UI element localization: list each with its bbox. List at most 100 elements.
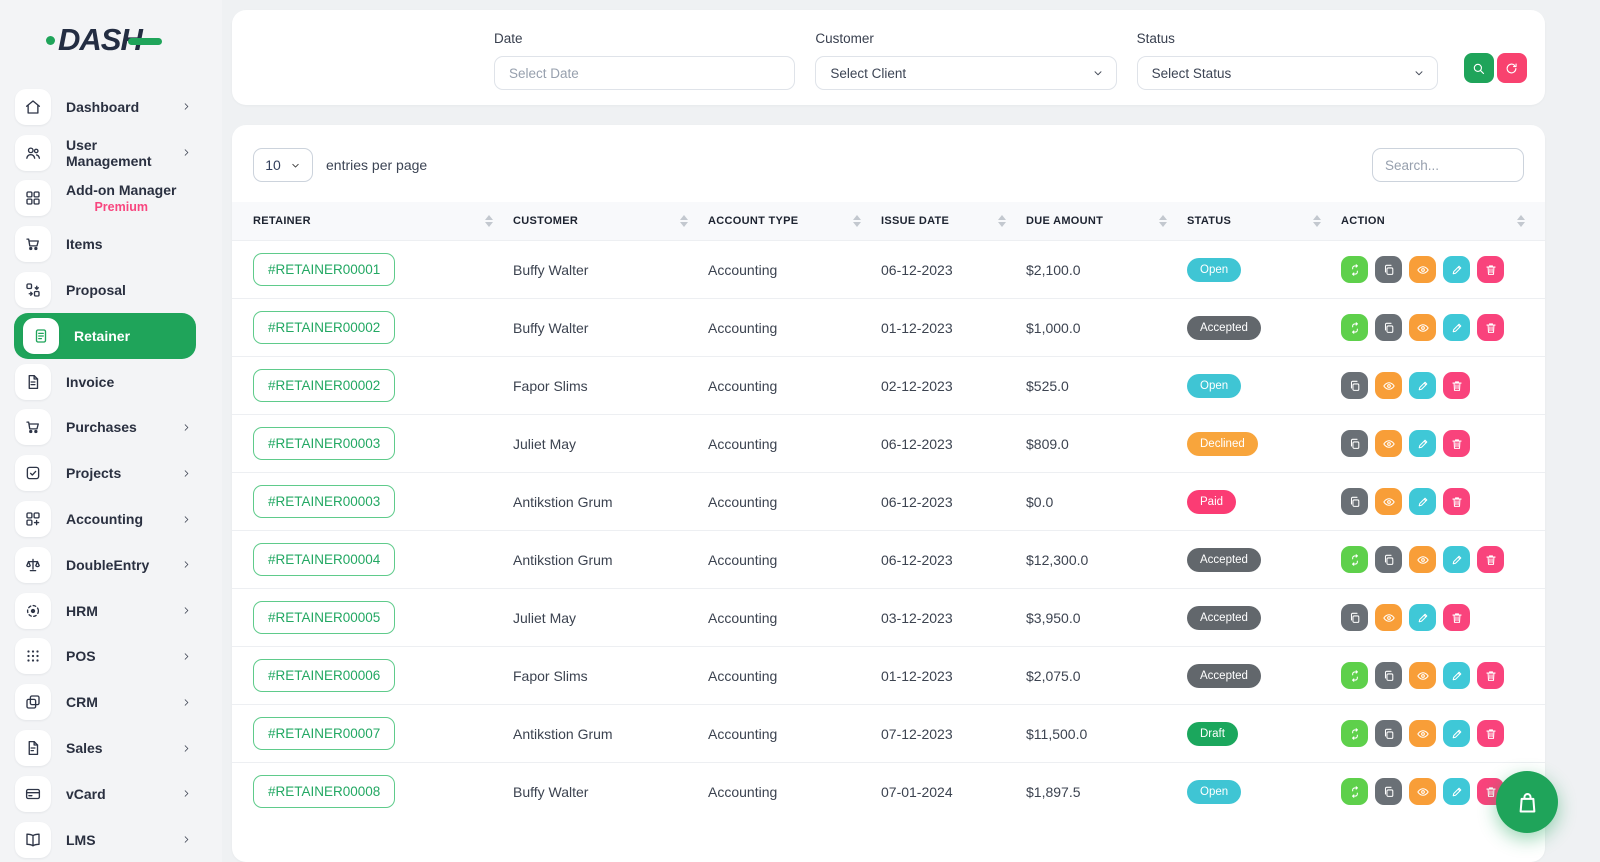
sidebar-item-sales[interactable]: Sales [0,725,222,771]
convert-button[interactable] [1341,314,1368,341]
duplicate-button[interactable] [1375,546,1402,573]
sidebar-item-label: Proposal [66,282,126,299]
convert-button[interactable] [1341,720,1368,747]
retainer-number-chip[interactable]: #RETAINER00002 [253,369,396,402]
delete-button[interactable] [1443,430,1470,457]
edit-button[interactable] [1443,662,1470,689]
sidebar-item-items[interactable]: Items [0,221,222,267]
delete-button[interactable] [1477,314,1504,341]
sort-icon[interactable] [680,215,688,227]
view-button[interactable] [1409,778,1436,806]
delete-button[interactable] [1443,372,1470,399]
view-button[interactable] [1375,430,1402,457]
sidebar-item-crm[interactable]: CRM [0,679,222,725]
view-button[interactable] [1375,604,1402,631]
sidebar-item-doubleentry[interactable]: DoubleEntry [0,542,222,588]
retainer-number-chip[interactable]: #RETAINER00001 [253,253,396,286]
convert-button[interactable] [1341,256,1368,283]
delete-button[interactable] [1477,720,1504,747]
view-button[interactable] [1375,488,1402,515]
delete-button[interactable] [1443,604,1470,631]
column-header-customer[interactable]: CUSTOMER [513,202,708,241]
account-type-cell: Accounting [708,762,881,821]
sidebar-item-projects[interactable]: Projects [0,450,222,496]
view-button[interactable] [1409,546,1436,573]
duplicate-button[interactable] [1375,662,1402,689]
sidebar-item-label: User Management [66,136,152,169]
status-filter-select[interactable]: Select Status [1136,56,1438,90]
view-button[interactable] [1375,372,1402,399]
edit-button[interactable] [1443,720,1470,747]
table-toolbar: 10 entries per page [232,125,1545,202]
view-button[interactable] [1409,314,1436,341]
sidebar-item-proposal[interactable]: Proposal [0,267,222,313]
retainer-number-chip[interactable]: #RETAINER00003 [253,427,396,460]
sidebar-item-dashboard[interactable]: Dashboard [0,84,222,130]
apply-filter-button[interactable] [1463,53,1494,83]
sidebar-item-invoice[interactable]: Invoice [0,359,222,405]
retainer-number-chip[interactable]: #RETAINER00002 [253,311,396,344]
edit-button[interactable] [1443,546,1470,573]
sidebar-item-vcard[interactable]: vCard [0,771,222,817]
edit-button[interactable] [1443,256,1470,283]
edit-button[interactable] [1443,778,1470,806]
duplicate-button[interactable] [1341,488,1368,515]
duplicate-button[interactable] [1375,720,1402,747]
delete-button[interactable] [1443,488,1470,515]
column-header-action[interactable]: ACTION [1341,202,1545,241]
delete-button[interactable] [1477,546,1504,573]
sidebar-item-add-on-manager[interactable]: Add-on Manager Premium [0,176,222,222]
customer-filter-select[interactable]: Select Client [815,56,1117,90]
edit-button[interactable] [1443,314,1470,341]
retainer-number-chip[interactable]: #RETAINER00003 [253,485,396,518]
retainer-number-chip[interactable]: #RETAINER00006 [253,659,396,692]
retainer-number-chip[interactable]: #RETAINER00005 [253,601,396,634]
sort-icon[interactable] [1517,215,1525,227]
sidebar-item-purchases[interactable]: Purchases [0,405,222,451]
duplicate-button[interactable] [1375,778,1402,806]
convert-button[interactable] [1341,546,1368,573]
sort-icon[interactable] [853,215,861,227]
trash-icon [1484,263,1498,277]
convert-button[interactable] [1341,778,1368,806]
retainer-number-chip[interactable]: #RETAINER00004 [253,543,396,576]
column-header-status[interactable]: STATUS [1187,202,1341,241]
duplicate-button[interactable] [1341,372,1368,399]
delete-button[interactable] [1477,662,1504,689]
column-header-due-amount[interactable]: DUE AMOUNT [1026,202,1187,241]
column-header-account-type[interactable]: ACCOUNT TYPE [708,202,881,241]
sidebar-item-user-management[interactable]: User Management [0,130,222,176]
table-row: #RETAINER00003 Antikstion Grum Accountin… [232,472,1545,531]
duplicate-button[interactable] [1375,314,1402,341]
entries-per-page-select[interactable]: 10 [253,148,313,182]
sidebar-item-accounting[interactable]: Accounting [0,496,222,542]
column-header-issue-date[interactable]: ISSUE DATE [881,202,1026,241]
date-filter-input[interactable] [494,56,796,90]
edit-button[interactable] [1409,372,1436,399]
column-header-retainer[interactable]: RETAINER [232,202,513,241]
view-button[interactable] [1409,720,1436,747]
retainer-number-chip[interactable]: #RETAINER00007 [253,717,396,750]
duplicate-button[interactable] [1341,604,1368,631]
duplicate-button[interactable] [1375,256,1402,283]
sort-icon[interactable] [485,215,493,227]
sidebar-item-pos[interactable]: POS [0,634,222,680]
retainer-number-chip[interactable]: #RETAINER00008 [253,775,396,809]
sort-icon[interactable] [1159,215,1167,227]
view-button[interactable] [1409,662,1436,689]
table-search-input[interactable] [1372,148,1524,182]
sort-icon[interactable] [1313,215,1321,227]
sort-icon[interactable] [998,215,1006,227]
cart-fab-button[interactable] [1496,771,1558,833]
reset-filter-button[interactable] [1496,53,1527,83]
view-button[interactable] [1409,256,1436,283]
edit-button[interactable] [1409,430,1436,457]
edit-button[interactable] [1409,604,1436,631]
convert-button[interactable] [1341,662,1368,689]
sidebar-item-hrm[interactable]: HRM [0,588,222,634]
delete-button[interactable] [1477,256,1504,283]
sidebar-item-lms[interactable]: LMS [0,817,222,862]
edit-button[interactable] [1409,488,1436,515]
duplicate-button[interactable] [1341,430,1368,457]
sidebar-item-retainer[interactable]: Retainer [14,312,196,359]
